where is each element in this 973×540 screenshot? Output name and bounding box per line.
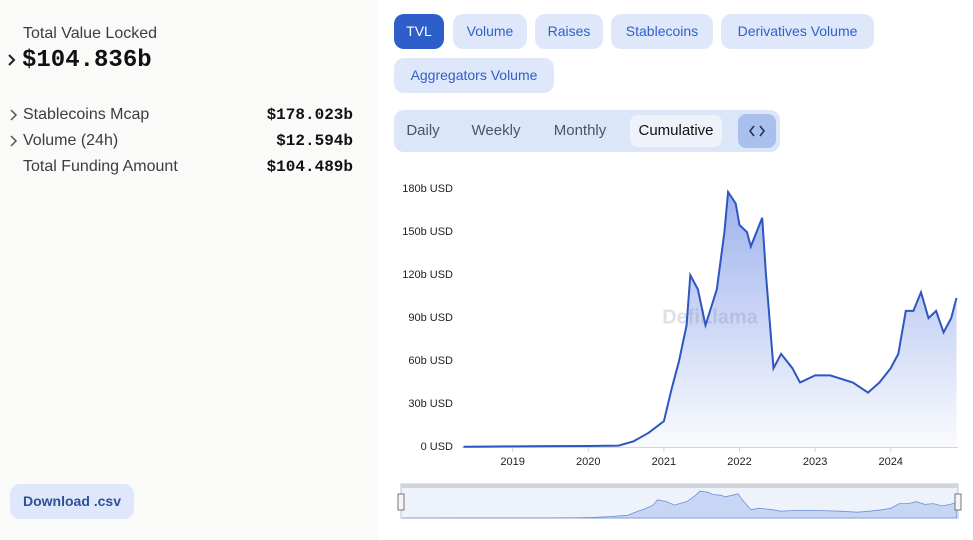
tab[interactable]: Derivatives Volume (721, 14, 874, 49)
period[interactable]: Daily (406, 122, 440, 139)
x-tick-label: 2019 (500, 456, 524, 468)
period[interactable]: Cumulative (630, 115, 722, 147)
y-tick-label: 60b USD (408, 355, 453, 367)
y-tick-label: 30b USD (408, 398, 453, 410)
stat-label: Volume (24h) (23, 132, 119, 149)
x-tick-label: 2020 (576, 456, 600, 468)
tab[interactable]: Stablecoins (611, 14, 713, 49)
y-tick-label: 150b USD (402, 226, 453, 238)
stat-value: $178.023b (266, 106, 353, 124)
x-tick-label: 2021 (652, 456, 676, 468)
chevron[interactable] (9, 135, 19, 147)
x-tick-label: 2022 (727, 456, 751, 468)
tab[interactable]: Raises (535, 14, 603, 49)
period[interactable]: Weekly (471, 122, 521, 139)
x-tick-label: 2023 (803, 456, 827, 468)
tvl-value: $104.836b (22, 47, 152, 74)
area-line (463, 189, 958, 448)
stat-value: $104.489b (266, 158, 353, 176)
navigator-area (402, 490, 957, 519)
chevron[interactable] (9, 109, 19, 121)
navigator-scrollbar (401, 484, 958, 488)
chevron[interactable] (7, 54, 17, 66)
tab[interactable]: Aggregators Volume (394, 58, 554, 93)
x-tick-label: 2024 (878, 456, 902, 468)
y-tick-label: 0 USD (421, 441, 453, 453)
navigator-handle (397, 493, 405, 511)
stat-label: Stablecoins Mcap (23, 106, 150, 123)
tvl-label: Total Value Locked (23, 25, 158, 42)
embed-button[interactable] (738, 114, 776, 148)
summary-panel: Total Value Locked $104.836b Stablecoins… (0, 0, 378, 540)
period-bar: Daily Weekly Monthly Cumulative (394, 110, 780, 152)
download-button[interactable]: Download .csv (10, 484, 134, 519)
stat-value: $12.594b (276, 132, 353, 150)
tab[interactable]: TVL (394, 14, 444, 49)
stat-label: Total Funding Amount (23, 158, 178, 175)
y-tick-label: 90b USD (408, 312, 453, 324)
period[interactable]: Monthly (553, 122, 607, 139)
y-tick-label: 180b USD (402, 183, 453, 195)
navigator-handle (954, 493, 962, 511)
y-tick-label: 120b USD (402, 269, 453, 281)
embed-icon (748, 125, 766, 137)
tab[interactable]: Volume (453, 14, 527, 49)
area-fill (463, 192, 957, 447)
